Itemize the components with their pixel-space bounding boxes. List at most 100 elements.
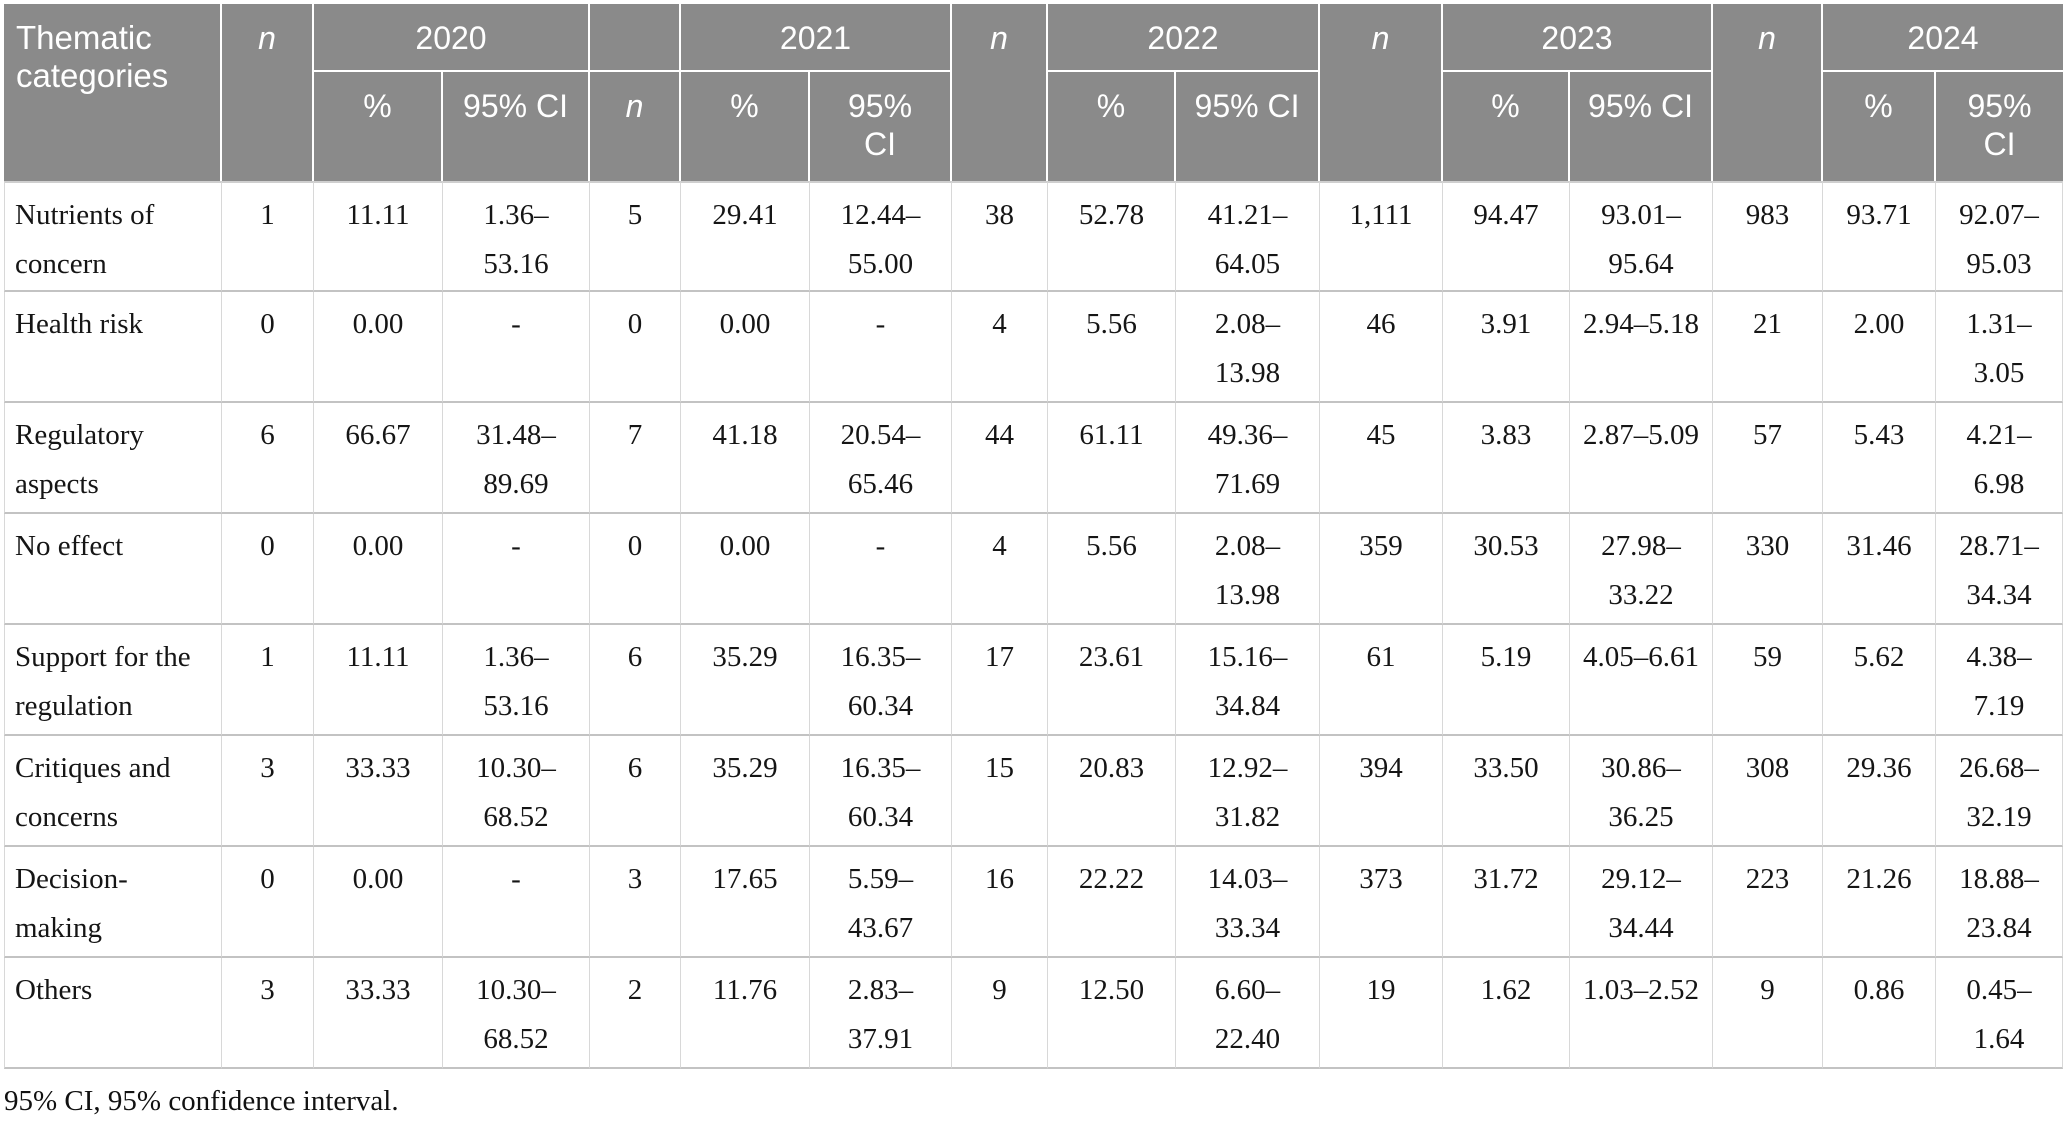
cell: 1.36– 53.16: [443, 181, 590, 292]
table-row: Nutrients of concern 1 11.11 1.36– 53.16…: [4, 181, 2063, 292]
cell: 983: [1713, 181, 1823, 292]
cell: 10.30– 68.52: [443, 958, 590, 1069]
cell: 1: [222, 625, 314, 736]
cell: 33.33: [314, 958, 443, 1069]
cell: 35.29: [681, 736, 810, 847]
cell: 61: [1320, 625, 1443, 736]
cell: 6: [222, 403, 314, 514]
cell: 2.83– 37.91: [810, 958, 952, 1069]
table-row: No effect 0 0.00 - 0 0.00 - 4 5.56 2.08–…: [4, 514, 2063, 625]
col-header-year-2023: 2023: [1443, 4, 1713, 72]
cell: 21.26: [1823, 847, 1936, 958]
cell: 44: [952, 403, 1048, 514]
col-header-ci-2021: 95% CI: [810, 72, 952, 181]
cell: 6: [590, 736, 681, 847]
cell: 21: [1713, 292, 1823, 403]
row-category: Support for the regulation: [4, 625, 222, 736]
table-row: Health risk 0 0.00 - 0 0.00 - 4 5.56 2.0…: [4, 292, 2063, 403]
cell: 5.43: [1823, 403, 1936, 514]
cell: 6.60– 22.40: [1176, 958, 1320, 1069]
cell: 66.67: [314, 403, 443, 514]
cell: 11.76: [681, 958, 810, 1069]
cell: 20.54– 65.46: [810, 403, 952, 514]
col-header-year-2021: 2021: [681, 4, 952, 72]
cell: 33.33: [314, 736, 443, 847]
cell: 1: [222, 181, 314, 292]
cell: 41.21– 64.05: [1176, 181, 1320, 292]
header-row-1: Thematic categories n 2020 2021 n 2022 n…: [4, 4, 2063, 181]
cell: 308: [1713, 736, 1823, 847]
table-row: Others 3 33.33 10.30– 68.52 2 11.76 2.83…: [4, 958, 2063, 1069]
col-header-percent-2021: %: [681, 72, 810, 181]
cell: 31.48– 89.69: [443, 403, 590, 514]
col-header-year-2020: 2020: [314, 4, 590, 72]
row-category: Regulatory aspects: [4, 403, 222, 514]
col-header-n-2024: n: [1713, 4, 1823, 181]
cell: 11.11: [314, 625, 443, 736]
cell: 61.11: [1048, 403, 1176, 514]
cell: 29.12– 34.44: [1570, 847, 1713, 958]
cell: 6: [590, 625, 681, 736]
cell: 1,111: [1320, 181, 1443, 292]
cell: 33.50: [1443, 736, 1570, 847]
cell: 3: [222, 958, 314, 1069]
cell: 93.01– 95.64: [1570, 181, 1713, 292]
cell: 28.71– 34.34: [1936, 514, 2063, 625]
row-category: Decision- making: [4, 847, 222, 958]
cell: 0.00: [314, 514, 443, 625]
col-header-percent-2022: %: [1048, 72, 1176, 181]
cell: 27.98– 33.22: [1570, 514, 1713, 625]
cell: 9: [1713, 958, 1823, 1069]
cell: 0.45– 1.64: [1936, 958, 2063, 1069]
cell: 9: [952, 958, 1048, 1069]
cell: 2.00: [1823, 292, 1936, 403]
cell: 3.83: [1443, 403, 1570, 514]
cell: 45: [1320, 403, 1443, 514]
cell: 394: [1320, 736, 1443, 847]
cell: 2.08– 13.98: [1176, 514, 1320, 625]
cell: 0.00: [681, 292, 810, 403]
cell: 4: [952, 514, 1048, 625]
row-category: Others: [4, 958, 222, 1069]
row-category: No effect: [4, 514, 222, 625]
cell: 12.92– 31.82: [1176, 736, 1320, 847]
cell: 30.86– 36.25: [1570, 736, 1713, 847]
cell: -: [443, 847, 590, 958]
col-header-thematic-categories: Thematic categories: [4, 4, 222, 181]
table-header: Thematic categories n 2020 2021 n 2022 n…: [4, 4, 2063, 181]
cell: 223: [1713, 847, 1823, 958]
row-category: Critiques and concerns: [4, 736, 222, 847]
cell: 38: [952, 181, 1048, 292]
col-header-n-2023: n: [1320, 4, 1443, 181]
cell: 49.36– 71.69: [1176, 403, 1320, 514]
cell: 0.86: [1823, 958, 1936, 1069]
cell: 5: [590, 181, 681, 292]
cell: 31.72: [1443, 847, 1570, 958]
col-header-ci-2022: 95% CI: [1176, 72, 1320, 181]
cell: 330: [1713, 514, 1823, 625]
col-header-year-2024: 2024: [1823, 4, 2063, 72]
cell: 29.41: [681, 181, 810, 292]
cell: 0.00: [314, 292, 443, 403]
cell: 1.03–2.52: [1570, 958, 1713, 1069]
cell: 0: [222, 292, 314, 403]
cell: 17: [952, 625, 1048, 736]
table-row: Decision- making 0 0.00 - 3 17.65 5.59– …: [4, 847, 2063, 958]
cell: 7: [590, 403, 681, 514]
cell: 16.35– 60.34: [810, 736, 952, 847]
cell: 31.46: [1823, 514, 1936, 625]
cell: 5.59– 43.67: [810, 847, 952, 958]
cell: 4: [952, 292, 1048, 403]
cell: 35.29: [681, 625, 810, 736]
cell: 0: [590, 514, 681, 625]
cell: 5.56: [1048, 514, 1176, 625]
cell: 1.36– 53.16: [443, 625, 590, 736]
table-body: Nutrients of concern 1 11.11 1.36– 53.16…: [4, 181, 2063, 1069]
header-row-2: % 95% CI n % 95% CI % 95% CI % 95% CI % …: [4, 72, 2063, 181]
cell: 30.53: [1443, 514, 1570, 625]
row-category: Nutrients of concern: [4, 181, 222, 292]
cell: 4.05–6.61: [1570, 625, 1713, 736]
cell: -: [443, 292, 590, 403]
cell: 57: [1713, 403, 1823, 514]
cell: 22.22: [1048, 847, 1176, 958]
